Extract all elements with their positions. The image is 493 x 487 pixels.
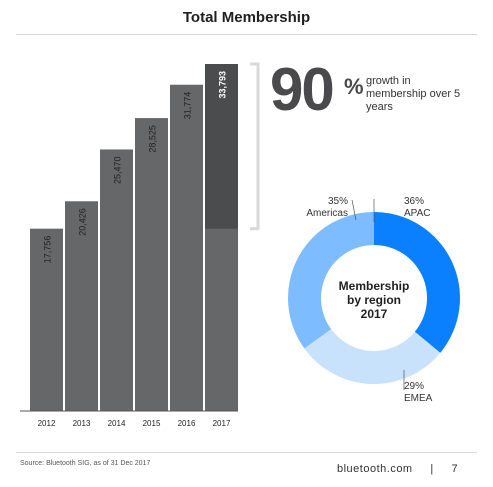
growth-caption: growth in membership over 5 years — [366, 75, 461, 113]
x-tick-label: 2016 — [178, 419, 196, 428]
donut-slice-apac — [374, 212, 460, 353]
page-title: Total Membership — [182, 9, 311, 26]
bar-2016 — [170, 84, 203, 411]
americas-percent: 35% — [327, 196, 348, 207]
bar-value-label: 20,426 — [78, 208, 88, 236]
apac-label: APAC — [404, 208, 431, 219]
x-tick-label: 2014 — [108, 419, 126, 428]
emea-percent: 29% — [404, 381, 425, 392]
donut-slice-americas — [288, 212, 374, 349]
growth-percent-sign: % — [344, 74, 364, 99]
bar-value-label: 28,525 — [148, 125, 158, 153]
bar-value-label: 25,470 — [113, 156, 123, 184]
bottom-rule — [16, 452, 477, 453]
x-tick-label: 2015 — [143, 419, 161, 428]
americas-label: Americas — [306, 208, 348, 219]
growth-bracket — [250, 62, 260, 231]
donut-center-label: Membership by region 2017 — [322, 279, 426, 321]
source-note: Source: Bluetooth SIG, as of 31 Dec 2017 — [20, 460, 151, 467]
donut-slice-emea — [304, 329, 441, 384]
x-tick-label: 2012 — [38, 419, 56, 428]
bar-value-label: 17,756 — [43, 236, 53, 264]
bar-2014 — [100, 149, 133, 412]
x-tick-label: 2013 — [73, 419, 91, 428]
apac-percent: 36% — [404, 196, 425, 207]
americas-leader-line — [351, 199, 357, 221]
footer-url: bluetooth.com | 7 — [337, 463, 459, 475]
donut-center-line-1: Membership — [338, 279, 410, 293]
bar-growth-segment — [205, 64, 238, 229]
bar-2012 — [30, 228, 63, 411]
top-rule — [16, 34, 477, 35]
bar-2013 — [65, 201, 98, 411]
x-tick-label: 2017 — [213, 419, 231, 428]
bar-value-label: 33,793 — [218, 71, 228, 99]
bar-value-label: 31,774 — [183, 92, 193, 120]
donut-center-line-3: 2017 — [360, 307, 388, 321]
emea-label: EMEA — [404, 393, 433, 404]
growth-percent: 90 — [270, 56, 335, 123]
donut-center-line-2: by region — [346, 293, 401, 307]
bar-2015 — [135, 118, 168, 411]
